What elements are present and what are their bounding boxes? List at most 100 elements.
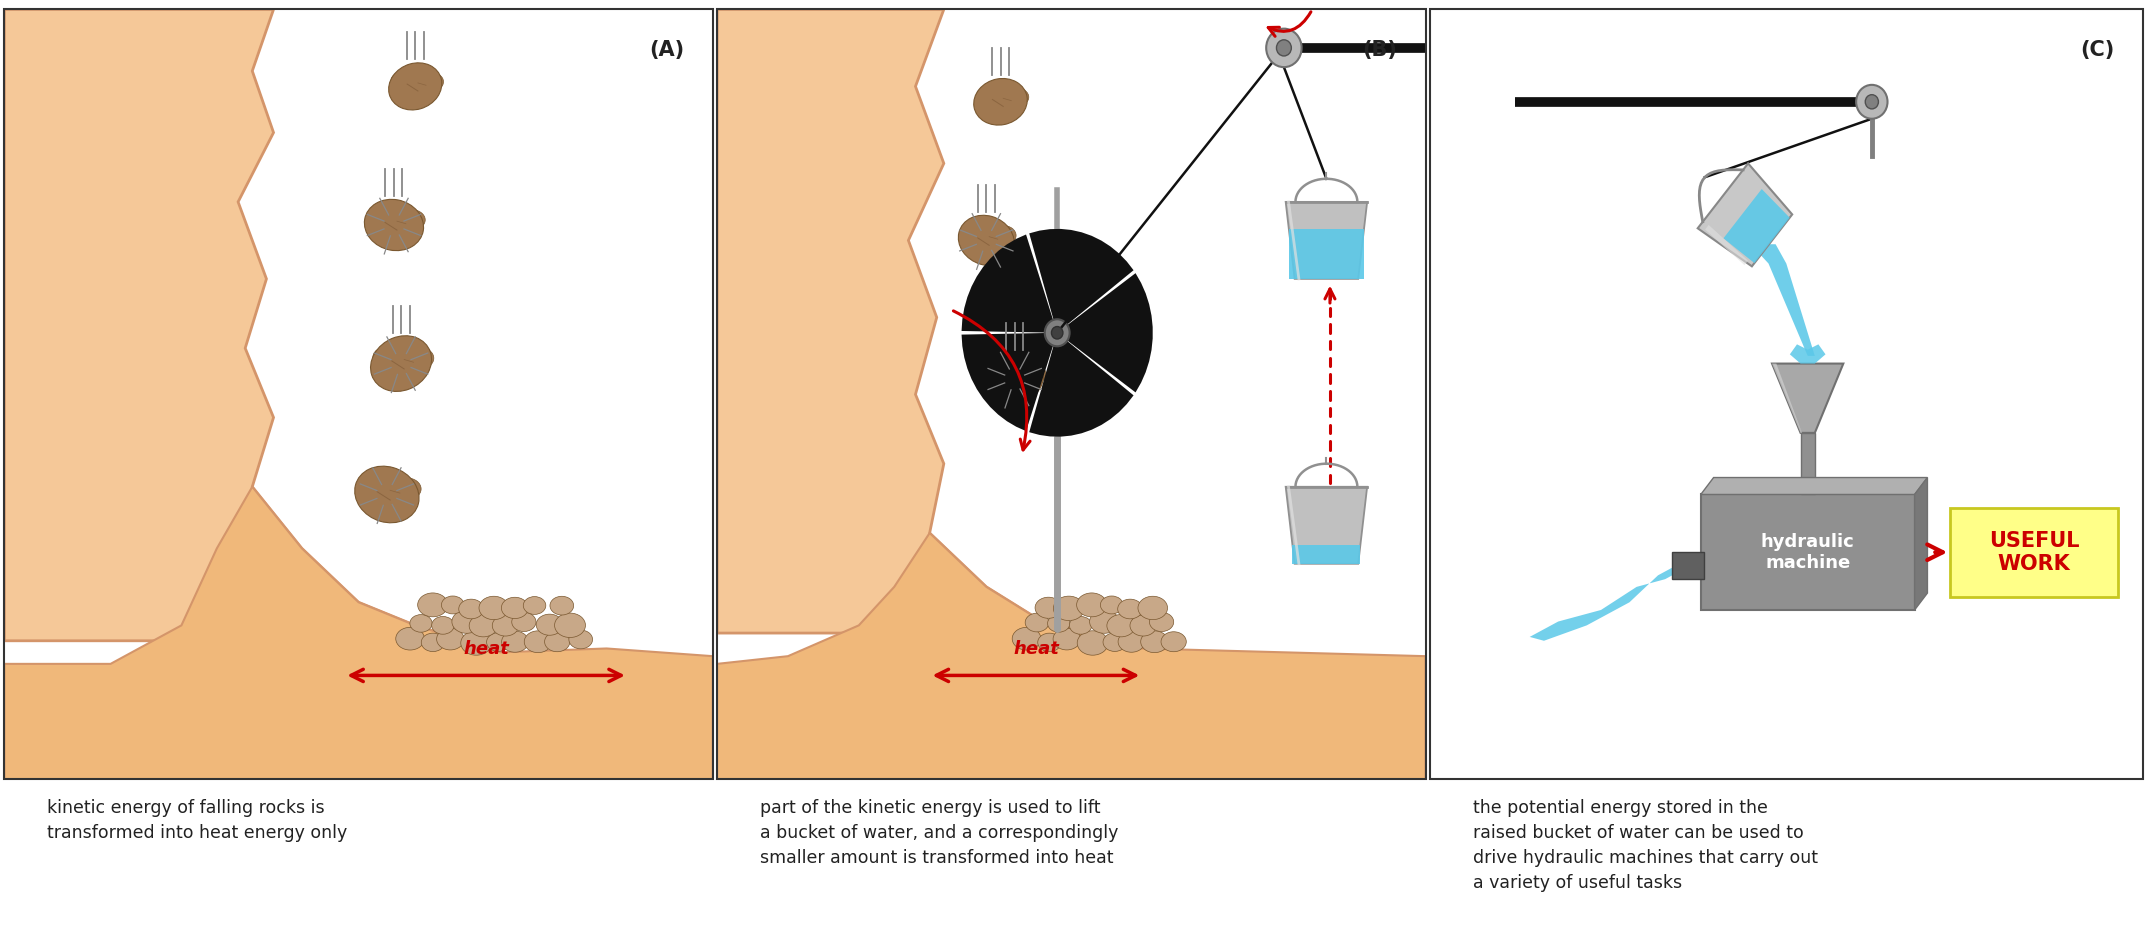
Polygon shape bbox=[1286, 202, 1368, 279]
Circle shape bbox=[1046, 319, 1069, 346]
Ellipse shape bbox=[524, 631, 552, 653]
Polygon shape bbox=[1771, 363, 1801, 433]
Text: (A): (A) bbox=[648, 40, 685, 60]
Text: heat: heat bbox=[1013, 640, 1058, 658]
Ellipse shape bbox=[487, 633, 511, 652]
Ellipse shape bbox=[1037, 633, 1061, 652]
Ellipse shape bbox=[459, 599, 483, 619]
Ellipse shape bbox=[1129, 615, 1157, 636]
Polygon shape bbox=[962, 333, 1054, 431]
Ellipse shape bbox=[479, 596, 509, 620]
Ellipse shape bbox=[1048, 615, 1069, 632]
Ellipse shape bbox=[1052, 628, 1080, 650]
Ellipse shape bbox=[1104, 633, 1127, 652]
Polygon shape bbox=[1771, 363, 1844, 433]
Ellipse shape bbox=[389, 362, 421, 381]
Ellipse shape bbox=[399, 209, 425, 230]
Ellipse shape bbox=[1140, 631, 1168, 653]
Polygon shape bbox=[1724, 189, 1791, 263]
Ellipse shape bbox=[492, 615, 520, 636]
Ellipse shape bbox=[990, 225, 1016, 245]
Ellipse shape bbox=[1054, 596, 1084, 621]
Ellipse shape bbox=[404, 85, 432, 101]
Polygon shape bbox=[962, 235, 1054, 332]
Text: (C): (C) bbox=[2080, 40, 2115, 60]
Ellipse shape bbox=[382, 223, 412, 241]
Ellipse shape bbox=[1069, 617, 1093, 634]
Circle shape bbox=[1267, 28, 1301, 67]
Text: heat: heat bbox=[464, 640, 509, 658]
Ellipse shape bbox=[1035, 597, 1063, 618]
Ellipse shape bbox=[365, 199, 423, 251]
Ellipse shape bbox=[389, 63, 442, 110]
Ellipse shape bbox=[524, 596, 545, 614]
Circle shape bbox=[1277, 39, 1290, 56]
Ellipse shape bbox=[1119, 631, 1144, 653]
Ellipse shape bbox=[1089, 610, 1119, 633]
Ellipse shape bbox=[554, 613, 586, 638]
Polygon shape bbox=[1529, 567, 1673, 640]
Ellipse shape bbox=[569, 630, 593, 649]
Ellipse shape bbox=[977, 88, 998, 104]
Bar bbox=[1673, 552, 1705, 579]
Ellipse shape bbox=[354, 466, 419, 523]
Ellipse shape bbox=[359, 478, 384, 498]
Polygon shape bbox=[1028, 229, 1134, 325]
Text: USEFUL
WORK: USEFUL WORK bbox=[1988, 531, 2078, 574]
Polygon shape bbox=[4, 486, 713, 779]
Polygon shape bbox=[4, 9, 466, 640]
Ellipse shape bbox=[985, 353, 1043, 406]
Circle shape bbox=[1857, 85, 1887, 118]
Ellipse shape bbox=[1020, 363, 1046, 384]
Polygon shape bbox=[1791, 345, 1825, 363]
Text: hydraulic
machine: hydraulic machine bbox=[1761, 532, 1855, 572]
Ellipse shape bbox=[958, 215, 1013, 266]
Ellipse shape bbox=[367, 209, 391, 227]
Ellipse shape bbox=[1076, 593, 1108, 617]
Ellipse shape bbox=[1003, 377, 1033, 395]
Ellipse shape bbox=[975, 79, 1026, 125]
Ellipse shape bbox=[975, 239, 1003, 256]
Ellipse shape bbox=[1108, 614, 1136, 637]
Ellipse shape bbox=[545, 632, 569, 652]
Text: (B): (B) bbox=[1363, 40, 1398, 60]
Ellipse shape bbox=[1011, 627, 1041, 650]
Ellipse shape bbox=[451, 610, 481, 633]
Bar bbox=[1430, 9, 2143, 779]
Ellipse shape bbox=[1101, 596, 1123, 614]
Ellipse shape bbox=[511, 612, 537, 632]
Polygon shape bbox=[1705, 225, 1748, 265]
Polygon shape bbox=[1915, 478, 1928, 610]
Polygon shape bbox=[1286, 486, 1368, 563]
FancyBboxPatch shape bbox=[1700, 495, 1915, 610]
Polygon shape bbox=[1700, 478, 1928, 495]
Ellipse shape bbox=[462, 631, 492, 655]
Ellipse shape bbox=[374, 347, 397, 366]
Ellipse shape bbox=[962, 225, 983, 243]
Polygon shape bbox=[1028, 340, 1134, 437]
Polygon shape bbox=[1292, 545, 1361, 563]
Polygon shape bbox=[1750, 244, 1814, 356]
Text: kinetic energy of falling rocks is
transformed into heat energy only: kinetic energy of falling rocks is trans… bbox=[47, 798, 348, 841]
Ellipse shape bbox=[421, 633, 444, 652]
Ellipse shape bbox=[1162, 632, 1187, 652]
Ellipse shape bbox=[374, 493, 406, 513]
Ellipse shape bbox=[537, 614, 563, 636]
Circle shape bbox=[1052, 327, 1063, 339]
Ellipse shape bbox=[502, 597, 528, 619]
Text: part of the kinetic energy is used to lift
a bucket of water, and a correspondin: part of the kinetic energy is used to li… bbox=[760, 798, 1119, 867]
Ellipse shape bbox=[1138, 596, 1168, 620]
Ellipse shape bbox=[419, 72, 444, 91]
Ellipse shape bbox=[1149, 612, 1174, 632]
Ellipse shape bbox=[470, 614, 498, 637]
Text: the potential energy stored in the
raised bucket of water can be used to
drive h: the potential energy stored in the raise… bbox=[1473, 798, 1819, 891]
Ellipse shape bbox=[1119, 599, 1142, 619]
Bar bbox=[4, 9, 713, 779]
Ellipse shape bbox=[990, 100, 1018, 116]
Ellipse shape bbox=[391, 72, 412, 88]
Bar bbox=[1801, 433, 1814, 495]
Polygon shape bbox=[1698, 163, 1793, 267]
Bar bbox=[717, 9, 1426, 779]
Ellipse shape bbox=[550, 596, 573, 615]
Ellipse shape bbox=[406, 347, 434, 369]
